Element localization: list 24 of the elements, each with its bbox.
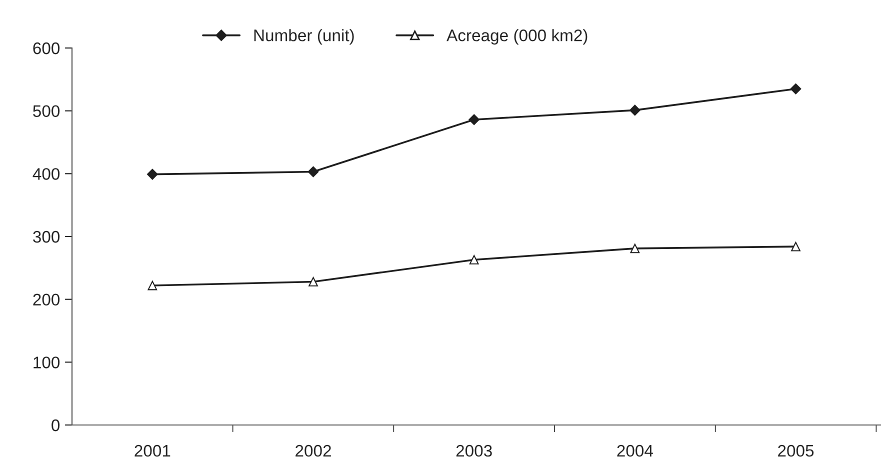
x-tick-label: 2003 (456, 444, 492, 457)
x-tick-label: 2004 (617, 444, 653, 457)
point (468, 114, 480, 126)
point (308, 166, 319, 178)
x-tick-label: 2001 (134, 444, 170, 457)
y-tick-label: 300 (33, 230, 60, 243)
y-tick-label: 200 (33, 294, 60, 306)
point (148, 280, 158, 290)
point (146, 168, 158, 180)
y-tick-label: 400 (32, 168, 60, 180)
point (630, 244, 640, 254)
y-tick-label: 0 (52, 419, 60, 432)
point (791, 242, 800, 252)
point (629, 104, 640, 116)
y-tick-label: 600 (33, 42, 60, 54)
legend-label: Acreage (000 km2) (446, 29, 588, 45)
point (308, 277, 318, 286)
y-tick-label: 500 (33, 105, 60, 118)
legend-label: Number (unit) (254, 29, 354, 45)
x-tick-label: 2002 (296, 444, 331, 457)
point (469, 255, 479, 264)
y-tick-label: 100 (34, 356, 60, 368)
x-tick-label: 2005 (778, 444, 814, 457)
point (790, 83, 802, 94)
